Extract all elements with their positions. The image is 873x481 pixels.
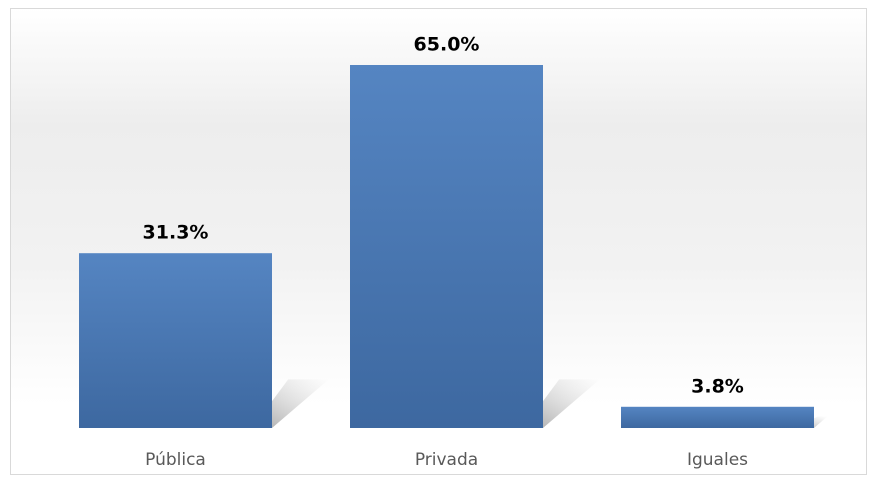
value-label: 3.8%: [691, 375, 744, 397]
value-label: 31.3%: [143, 222, 209, 244]
bar: [350, 65, 543, 428]
x-tick-label: Iguales: [687, 450, 748, 470]
x-tick-label: Pública: [145, 450, 206, 470]
bar: [79, 253, 272, 428]
x-tick-label: Privada: [415, 450, 478, 470]
value-label: 65.0%: [414, 34, 480, 56]
bar: [621, 406, 814, 428]
